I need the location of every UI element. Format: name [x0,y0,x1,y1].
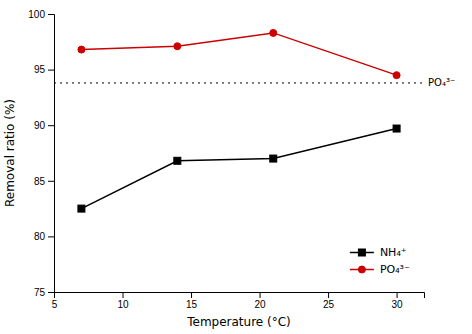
axis-line [55,293,425,299]
tick-label: 100 [28,9,45,20]
point [174,157,181,164]
point [393,72,400,79]
tick-mark [48,14,54,15]
tick: 30 [392,292,404,310]
tick-mark [397,292,398,298]
tick-label: 90 [34,120,46,131]
tick-mark [48,292,54,293]
tick: 20 [254,292,266,310]
tick-label: 15 [186,299,198,310]
tick-label: 5 [52,299,58,310]
x-axis: 5 10 15 20 25 30 [52,292,425,310]
tick-label: 25 [323,299,335,310]
tick: 15 [186,292,198,310]
tick-mark [260,292,261,298]
legend-item: NH₄⁺ [350,246,407,259]
tick: 5 [52,292,58,310]
tick-label: 20 [254,299,266,310]
point [78,205,85,212]
reference-label: PO₄³⁻ [428,77,455,88]
tick: 85 [34,176,54,187]
tick: 80 [34,231,54,242]
legend-marker [358,249,365,256]
tick: 10 [117,292,129,310]
chart: 5 10 15 20 25 30 75 80 85 90 95 100 Temperature (°C)… [0,0,472,334]
plot-area [54,29,424,212]
point [78,46,85,53]
tick-label: 95 [34,64,46,75]
tick-label: 75 [34,287,46,298]
series-line [81,129,396,209]
tick: 75 [34,287,54,298]
tick: 95 [34,64,54,75]
point [270,155,277,162]
y-axis: 75 80 85 90 95 100 [28,9,54,298]
y-axis-title: Removal ratio (%) [3,99,17,207]
point [393,125,400,132]
tick-label: 30 [392,299,404,310]
tick-mark [123,292,124,298]
tick-mark [48,125,54,126]
legend-item: PO₄³⁻ [350,263,410,276]
x-axis-title: Temperature (°C) [186,315,291,329]
tick-label: 10 [117,299,129,310]
tick-mark [48,181,54,182]
plot: 5 10 15 20 25 30 75 80 85 90 95 100 Temperature (°C)… [3,9,455,329]
tick: 25 [323,292,335,310]
tick-mark [48,70,54,71]
legend-background [344,238,416,284]
point [174,43,181,50]
legend-label: NH₄⁺ [380,246,407,259]
tick: 90 [34,120,54,131]
reference-line [54,82,424,83]
tick-mark [191,292,192,298]
point [270,29,277,36]
tick-mark [328,292,329,298]
series-line [81,33,396,75]
tick-mark [48,236,54,237]
legend-marker [358,266,365,273]
tick: 100 [28,9,54,20]
legend-label: PO₄³⁻ [380,263,410,276]
axis-line [48,15,55,293]
legend: NH₄⁺ PO₄³⁻ [344,238,416,284]
tick-label: 85 [34,176,46,187]
tick-label: 80 [34,231,46,242]
